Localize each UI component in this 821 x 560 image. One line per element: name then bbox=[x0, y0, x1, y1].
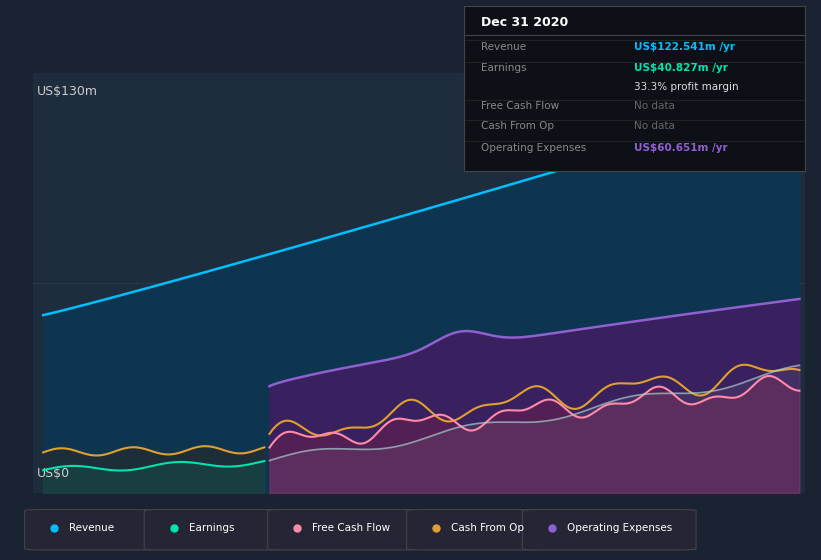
Text: US$122.541m /yr: US$122.541m /yr bbox=[635, 42, 736, 52]
Text: Cash From Op: Cash From Op bbox=[481, 121, 554, 131]
Text: Operating Expenses: Operating Expenses bbox=[481, 143, 586, 153]
Text: Free Cash Flow: Free Cash Flow bbox=[313, 523, 391, 533]
Text: Earnings: Earnings bbox=[481, 63, 526, 73]
Text: Revenue: Revenue bbox=[70, 523, 114, 533]
Text: No data: No data bbox=[635, 121, 675, 131]
FancyBboxPatch shape bbox=[406, 510, 546, 550]
Text: Earnings: Earnings bbox=[189, 523, 235, 533]
Text: 33.3% profit margin: 33.3% profit margin bbox=[635, 82, 739, 91]
FancyBboxPatch shape bbox=[25, 510, 160, 550]
Text: Operating Expenses: Operating Expenses bbox=[567, 523, 672, 533]
FancyBboxPatch shape bbox=[144, 510, 283, 550]
Text: US$130m: US$130m bbox=[37, 86, 98, 99]
Text: Revenue: Revenue bbox=[481, 42, 526, 52]
Text: US$60.651m /yr: US$60.651m /yr bbox=[635, 143, 728, 153]
Text: No data: No data bbox=[635, 101, 675, 111]
Text: US$0: US$0 bbox=[37, 467, 70, 480]
FancyBboxPatch shape bbox=[522, 510, 696, 550]
Text: Cash From Op: Cash From Op bbox=[452, 523, 525, 533]
Text: US$40.827m /yr: US$40.827m /yr bbox=[635, 63, 728, 73]
FancyBboxPatch shape bbox=[268, 510, 418, 550]
Text: Dec 31 2020: Dec 31 2020 bbox=[481, 16, 568, 29]
Text: Free Cash Flow: Free Cash Flow bbox=[481, 101, 559, 111]
